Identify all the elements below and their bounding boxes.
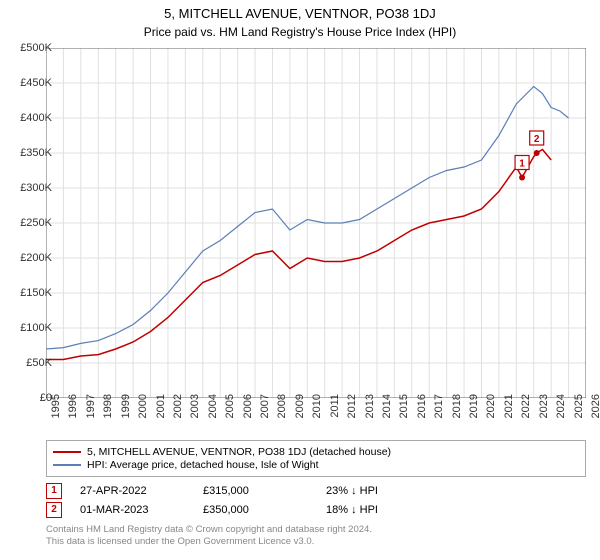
legend-swatch <box>53 464 81 466</box>
line-chart: 12 <box>46 48 586 398</box>
xtick-label: 2018 <box>451 394 463 434</box>
svg-text:2: 2 <box>534 134 540 145</box>
marker-date: 01-MAR-2023 <box>80 504 185 516</box>
legend: 5, MITCHELL AVENUE, VENTNOR, PO38 1DJ (d… <box>46 440 586 477</box>
marker-price: £315,000 <box>203 485 308 497</box>
legend-item: HPI: Average price, detached house, Isle… <box>53 459 579 471</box>
xtick-label: 2004 <box>207 394 219 434</box>
xtick-label: 2026 <box>590 394 600 434</box>
legend-item: 5, MITCHELL AVENUE, VENTNOR, PO38 1DJ (d… <box>53 446 579 458</box>
footer-line: Contains HM Land Registry data © Crown c… <box>46 524 586 536</box>
footer-line: This data is licensed under the Open Gov… <box>46 536 586 548</box>
marker-row: 2 01-MAR-2023 £350,000 18% ↓ HPI <box>46 502 586 518</box>
marker-date: 27-APR-2022 <box>80 485 185 497</box>
xtick-label: 1999 <box>120 394 132 434</box>
xtick-label: 2013 <box>364 394 376 434</box>
legend-label: 5, MITCHELL AVENUE, VENTNOR, PO38 1DJ (d… <box>87 446 391 458</box>
xtick-label: 1996 <box>67 394 79 434</box>
xtick-label: 2019 <box>468 394 480 434</box>
chart-title: 5, MITCHELL AVENUE, VENTNOR, PO38 1DJ <box>0 6 600 21</box>
marker-table: 1 27-APR-2022 £315,000 23% ↓ HPI 2 01-MA… <box>46 480 586 521</box>
xtick-label: 1998 <box>102 394 114 434</box>
xtick-label: 2005 <box>224 394 236 434</box>
xtick-label: 2022 <box>520 394 532 434</box>
xtick-label: 2014 <box>381 394 393 434</box>
svg-text:1: 1 <box>519 159 525 170</box>
ytick-label: £250K <box>8 217 52 229</box>
marker-price: £350,000 <box>203 504 308 516</box>
xtick-label: 2010 <box>311 394 323 434</box>
marker-diff: 18% ↓ HPI <box>326 504 431 516</box>
chart-container: 5, MITCHELL AVENUE, VENTNOR, PO38 1DJ Pr… <box>0 0 600 560</box>
ytick-label: £200K <box>8 252 52 264</box>
xtick-label: 2015 <box>398 394 410 434</box>
xtick-label: 2000 <box>137 394 149 434</box>
marker-row: 1 27-APR-2022 £315,000 23% ↓ HPI <box>46 483 586 499</box>
xtick-label: 2001 <box>155 394 167 434</box>
xtick-label: 2016 <box>416 394 428 434</box>
legend-label: HPI: Average price, detached house, Isle… <box>87 459 319 471</box>
ytick-label: £500K <box>8 42 52 54</box>
ytick-label: £400K <box>8 112 52 124</box>
marker-badge: 1 <box>46 483 62 499</box>
xtick-label: 2024 <box>555 394 567 434</box>
ytick-label: £450K <box>8 77 52 89</box>
legend-swatch <box>53 451 81 453</box>
xtick-label: 2009 <box>294 394 306 434</box>
ytick-label: £50K <box>8 357 52 369</box>
xtick-label: 2011 <box>329 394 341 434</box>
xtick-label: 2021 <box>503 394 515 434</box>
xtick-label: 2006 <box>242 394 254 434</box>
title-block: 5, MITCHELL AVENUE, VENTNOR, PO38 1DJ Pr… <box>0 0 600 39</box>
ytick-label: £100K <box>8 322 52 334</box>
xtick-label: 2020 <box>485 394 497 434</box>
xtick-label: 1997 <box>85 394 97 434</box>
xtick-label: 2023 <box>538 394 550 434</box>
ytick-label: £0 <box>8 392 52 404</box>
xtick-label: 2002 <box>172 394 184 434</box>
xtick-label: 2012 <box>346 394 358 434</box>
xtick-label: 1995 <box>50 394 62 434</box>
xtick-label: 2007 <box>259 394 271 434</box>
ytick-label: £350K <box>8 147 52 159</box>
ytick-label: £300K <box>8 182 52 194</box>
marker-diff: 23% ↓ HPI <box>326 485 431 497</box>
footer: Contains HM Land Registry data © Crown c… <box>46 524 586 549</box>
marker-badge: 2 <box>46 502 62 518</box>
xtick-label: 2003 <box>189 394 201 434</box>
chart-subtitle: Price paid vs. HM Land Registry's House … <box>0 25 600 39</box>
ytick-label: £150K <box>8 287 52 299</box>
xtick-label: 2025 <box>573 394 585 434</box>
xtick-label: 2017 <box>433 394 445 434</box>
xtick-label: 2008 <box>276 394 288 434</box>
